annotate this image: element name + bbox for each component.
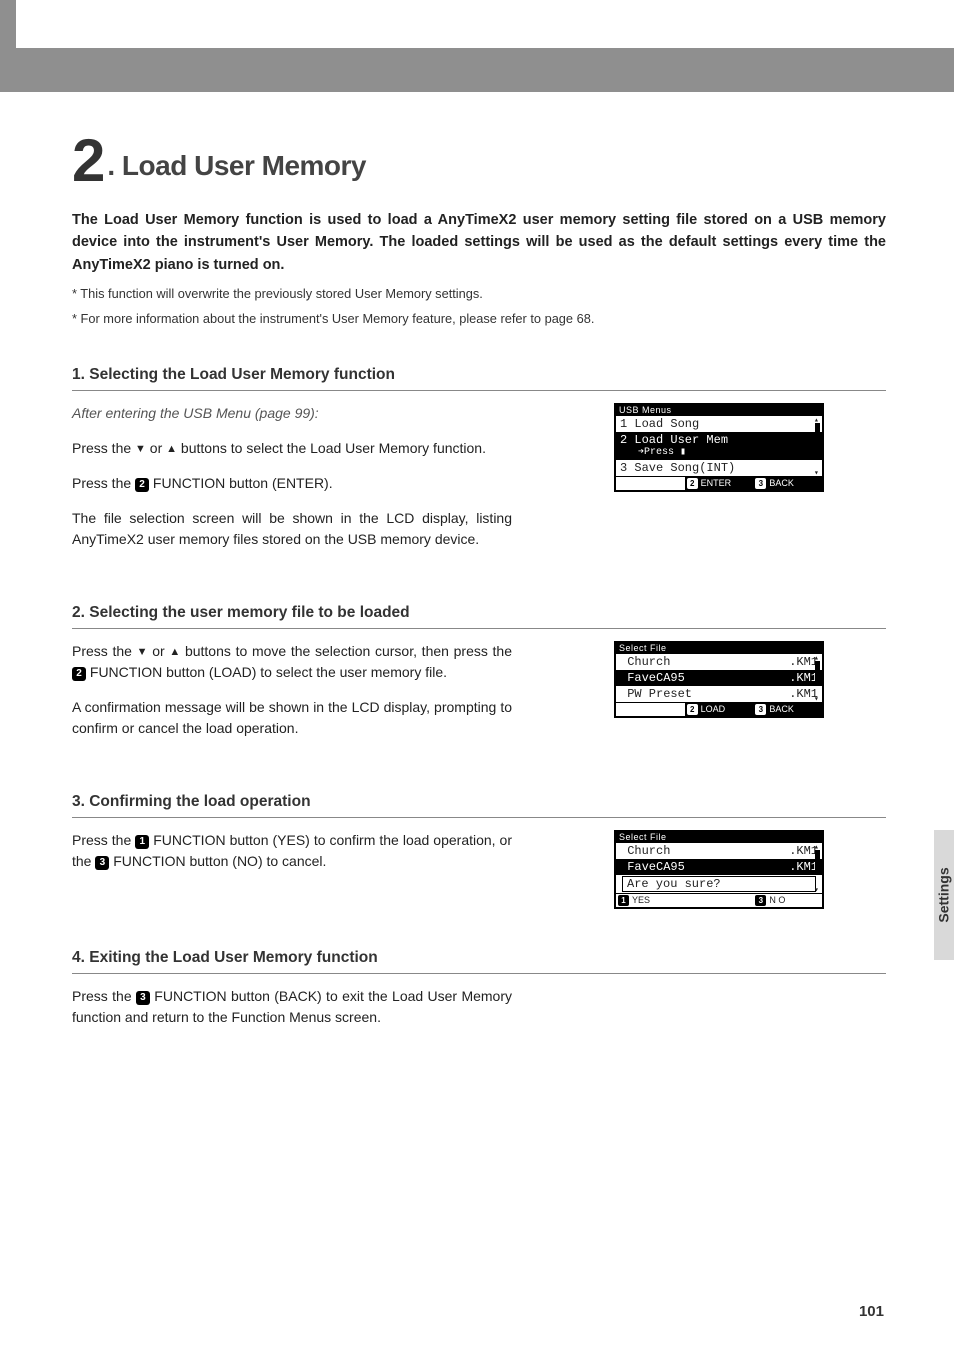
- lcd-usb-menus: USB Menus 1 Load Song 2 Load User Mem ➔P…: [614, 403, 824, 492]
- lcd2-fn-back: 3BACK: [753, 703, 822, 716]
- lcd1-row2b: ➔Press ▮: [616, 448, 822, 460]
- section-3-title: 3. Confirming the load operation: [72, 793, 886, 818]
- section-1-after: After entering the USB Menu (page 99):: [72, 403, 512, 424]
- lcd3-row1: Church.KM1: [616, 843, 822, 859]
- section-2-text: Press the ▼ or ▲ buttons to move the sel…: [72, 641, 512, 753]
- page-heading: 2. Load User Memory: [72, 126, 886, 195]
- lcd1-row1: 1 Load Song: [616, 416, 822, 432]
- lcd3-row2: FaveCA95.KM1: [616, 859, 822, 875]
- section-1-title: 1. Selecting the Load User Memory functi…: [72, 366, 886, 391]
- lcd2-row2: FaveCA95.KM1: [616, 670, 822, 686]
- section-2: 2. Selecting the user memory file to be …: [72, 604, 886, 753]
- section-2-p1: Press the ▼ or ▲ buttons to move the sel…: [72, 641, 512, 683]
- up-arrow-icon: ▲: [169, 644, 180, 661]
- lcd2-row1: Church.KM1: [616, 654, 822, 670]
- lcd2-fn-load: 2LOAD: [685, 703, 754, 716]
- section-3-text: Press the 1 FUNCTION button (YES) to con…: [72, 830, 512, 909]
- lcd-select-file: Select File Church.KM1 FaveCA95.KM1 PW P…: [614, 641, 824, 718]
- down-arrow-icon: ▼: [135, 441, 146, 458]
- heading-title: . Load User Memory: [107, 150, 366, 181]
- lcd1-fn-enter: 2ENTER: [685, 477, 754, 490]
- lcd2-header: Select File: [616, 643, 822, 654]
- lcd-confirm: Select File Church.KM1 FaveCA95.KM1 Are …: [614, 830, 824, 909]
- section-2-title: 2. Selecting the user memory file to be …: [72, 604, 886, 629]
- section-1-p2: Press the 2 FUNCTION button (ENTER).: [72, 473, 512, 494]
- lcd1-fn-back: 3BACK: [753, 477, 822, 490]
- lcd1-fnrow: 1 2ENTER 3BACK: [616, 476, 822, 490]
- lcd2-fnrow: 1 2LOAD 3BACK: [616, 702, 822, 716]
- lcd3-scrollbar: [815, 846, 820, 893]
- section-1-p3: The file selection screen will be shown …: [72, 508, 512, 550]
- section-3-p1: Press the 1 FUNCTION button (YES) to con…: [72, 830, 512, 872]
- down-arrow-icon: ▼: [137, 644, 148, 661]
- function-1-icon: 1: [135, 835, 149, 849]
- function-2-icon: 2: [135, 478, 149, 492]
- intro-paragraph: The Load User Memory function is used to…: [72, 209, 886, 276]
- page-number: 101: [859, 1303, 884, 1320]
- side-tab-settings: Settings: [934, 830, 954, 960]
- lcd1-row2: 2 Load User Mem: [616, 432, 822, 448]
- section-2-p2: A confirmation message will be shown in …: [72, 697, 512, 739]
- function-2-icon: 2: [72, 667, 86, 681]
- section-3: 3. Confirming the load operation Press t…: [72, 793, 886, 909]
- lcd2-row3: PW Preset.KM1: [616, 686, 822, 702]
- lcd2-scrollbar: [815, 657, 820, 702]
- heading-number: 2: [72, 127, 105, 194]
- lcd3-row3: Are you sure?: [622, 876, 816, 892]
- note-2: * For more information about the instrum…: [72, 311, 886, 326]
- section-4-text: Press the 3 FUNCTION button (BACK) to ex…: [72, 986, 512, 1042]
- function-3-icon: 3: [95, 856, 109, 870]
- section-4: 4. Exiting the Load User Memory function…: [72, 949, 886, 1042]
- section-1-p1: Press the ▼ or ▲ buttons to select the L…: [72, 438, 512, 459]
- lcd3-fnrow: 1YES 2 3N O: [616, 893, 822, 907]
- lcd3-fn-no: 3N O: [753, 894, 822, 907]
- function-3-icon: 3: [136, 991, 150, 1005]
- up-arrow-icon: ▲: [166, 441, 177, 458]
- lcd1-scrollbar: [815, 419, 820, 476]
- section-4-title: 4. Exiting the Load User Memory function: [72, 949, 886, 974]
- lcd1-row3: 3 Save Song(INT): [616, 460, 822, 476]
- lcd3-fn-yes: 1YES: [616, 894, 685, 907]
- lcd1-header: USB Menus: [616, 405, 822, 416]
- section-1-text: After entering the USB Menu (page 99): P…: [72, 403, 512, 564]
- lcd3-header: Select File: [616, 832, 822, 843]
- header-band: [0, 48, 954, 92]
- section-4-p1: Press the 3 FUNCTION button (BACK) to ex…: [72, 986, 512, 1028]
- note-1: * This function will overwrite the previ…: [72, 286, 886, 301]
- section-1: 1. Selecting the Load User Memory functi…: [72, 366, 886, 564]
